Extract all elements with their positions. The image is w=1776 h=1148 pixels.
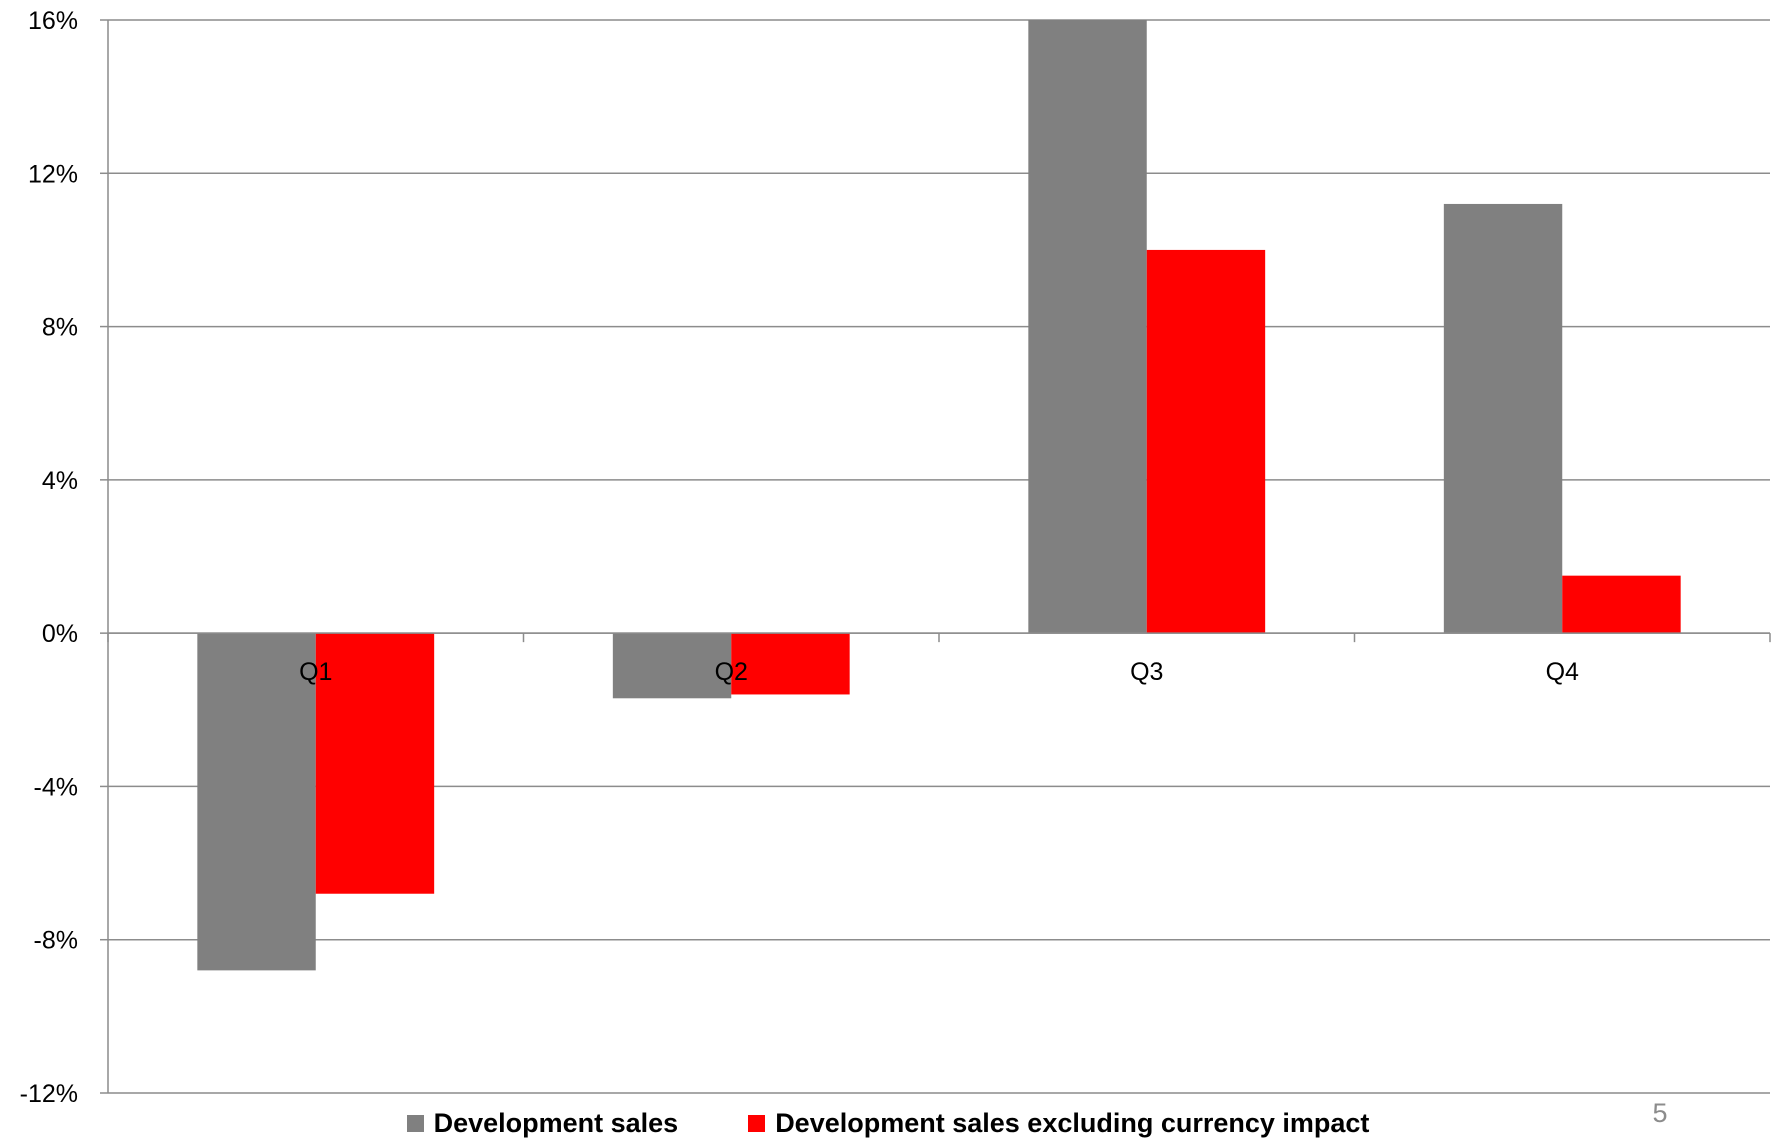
y-tick-label: 4% (42, 467, 78, 495)
legend-item-development-sales-excl-currency: Development sales excluding currency imp… (748, 1108, 1369, 1139)
bar-q4-series-2 (1562, 575, 1681, 634)
category-label: Q2 (715, 658, 748, 686)
bar-q3-series-1 (1028, 20, 1147, 634)
bar-q2-series-2 (731, 633, 850, 695)
category-label: Q3 (1130, 658, 1163, 686)
page-number: 5 (1652, 1098, 1668, 1128)
y-tick-label: 0% (42, 620, 78, 648)
y-tick-label: 16% (28, 7, 78, 35)
axes (100, 19, 1771, 1094)
y-tick-label: -12% (20, 1080, 78, 1108)
legend: Development sales Development sales excl… (0, 1108, 1776, 1139)
bar-q1-series-2 (315, 633, 435, 894)
legend-label: Development sales excluding currency imp… (775, 1108, 1370, 1138)
y-tick-label: -8% (34, 927, 78, 955)
category-label: Q1 (299, 658, 332, 686)
legend-item-development-sales: Development sales (406, 1108, 679, 1139)
legend-swatch-red (748, 1115, 766, 1132)
category-label: Q4 (1546, 658, 1579, 686)
y-tick-label: -4% (34, 773, 78, 801)
bar-q4-series-1 (1443, 203, 1563, 634)
y-tick-label: 8% (42, 314, 78, 342)
axis-labels: -12% -8% -4% 0% 4% 8% 12% 16% Q1 Q2 Q3 Q4 (20, 7, 1579, 1108)
bars (197, 20, 1681, 971)
bar-q2-series-1 (612, 633, 732, 699)
legend-swatch-gray (406, 1115, 424, 1132)
bar-q1-series-1 (197, 633, 316, 971)
bar-q3-series-2 (1146, 249, 1266, 634)
legend-label: Development sales (433, 1108, 679, 1138)
y-tick-label: 12% (28, 160, 78, 188)
